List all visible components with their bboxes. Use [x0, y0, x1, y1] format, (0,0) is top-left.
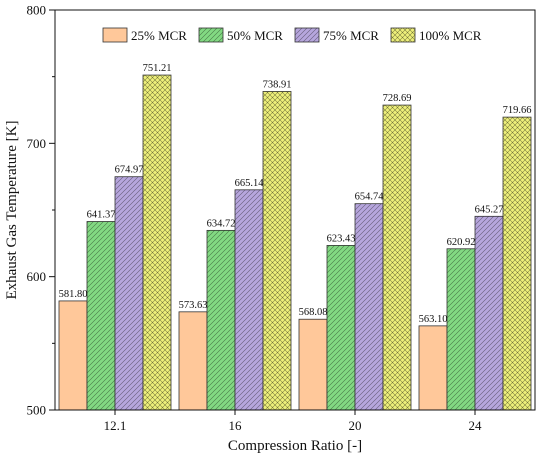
- bar-75-mcrcr-16: [234, 189, 264, 411]
- bar-25-mcrcr-16: [178, 311, 208, 411]
- bar-50-mcrcr-24: [446, 248, 476, 411]
- legend-item: 75% MCR: [294, 27, 379, 43]
- bar-value-label: 665.14: [235, 178, 265, 189]
- bar-value-label: 568.08: [299, 307, 328, 318]
- legend-label: 100% MCR: [419, 28, 482, 43]
- bar-value-label: 620.92: [447, 237, 476, 248]
- bar-value-label: 641.37: [87, 210, 116, 221]
- bar-50-mcrcr-16: [206, 229, 236, 411]
- y-axis-title: Exhaust Gas Temperature [K]: [4, 120, 20, 299]
- legend-label: 50% MCR: [227, 28, 283, 43]
- value-labels-group: 581.80 641.37 674.97 751.21 573.63 634.72 665.…: [59, 63, 532, 325]
- bar-50-mcrcr-12.1: [86, 221, 116, 411]
- bar-value-label: 563.10: [419, 314, 448, 325]
- bar-25-mcrcr-12.1: [58, 300, 88, 411]
- bar-75-mcrcr-24: [474, 215, 504, 411]
- legend: 25% MCR 50% MCR 75% MCR 100% MCR: [102, 27, 482, 43]
- y-tick-label: 600: [27, 269, 47, 284]
- bar-100-mcrcr-24: [502, 116, 532, 411]
- bar-value-label: 623.43: [327, 233, 356, 244]
- legend-item: 50% MCR: [198, 27, 283, 43]
- bar-75-mcrcr-20: [354, 203, 384, 411]
- legend-item: 100% MCR: [390, 27, 482, 43]
- x-tick-label: 16: [229, 418, 243, 433]
- bar-value-label: 654.74: [355, 192, 385, 203]
- y-tick-label: 500: [27, 403, 47, 418]
- x-tick-label: 20: [349, 418, 362, 433]
- bars-group: [58, 74, 532, 411]
- bar-75-mcrcr-12.1: [114, 176, 144, 411]
- bar-value-label: 719.66: [503, 105, 532, 116]
- y-tick-label: 800: [27, 3, 47, 18]
- bar-value-label: 751.21: [143, 63, 172, 74]
- bar-value-label: 634.72: [207, 218, 236, 229]
- bar-value-label: 674.97: [115, 165, 144, 176]
- bar-value-label: 728.69: [383, 93, 412, 104]
- bar-100-mcrcr-12.1: [142, 74, 172, 411]
- legend-swatch: [390, 27, 416, 43]
- bar-value-label: 581.80: [59, 289, 88, 300]
- legend-swatch: [294, 27, 320, 43]
- bar-100-mcrcr-20: [382, 104, 412, 411]
- bar-25-mcrcr-20: [298, 318, 328, 411]
- legend-swatch: [102, 27, 128, 43]
- y-tick-label: 700: [27, 136, 47, 151]
- x-axis-title: Compression Ratio [-]: [228, 438, 362, 454]
- bar-value-label: 738.91: [263, 79, 292, 90]
- bar-100-mcrcr-16: [262, 91, 292, 411]
- x-tick-label: 24: [469, 418, 483, 433]
- bar-25-mcrcr-24: [418, 325, 448, 411]
- legend-item: 25% MCR: [102, 27, 187, 43]
- bar-value-label: 573.63: [179, 300, 208, 311]
- bar-50-mcrcr-20: [326, 245, 356, 411]
- axes-group: 500 600 700 800 12.1 16 20 24: [27, 3, 536, 433]
- bar-value-label: 645.27: [475, 204, 504, 215]
- legend-swatch: [198, 27, 224, 43]
- x-tick-label: 12.1: [104, 418, 127, 433]
- legend-label: 25% MCR: [131, 28, 187, 43]
- legend-label: 75% MCR: [323, 28, 379, 43]
